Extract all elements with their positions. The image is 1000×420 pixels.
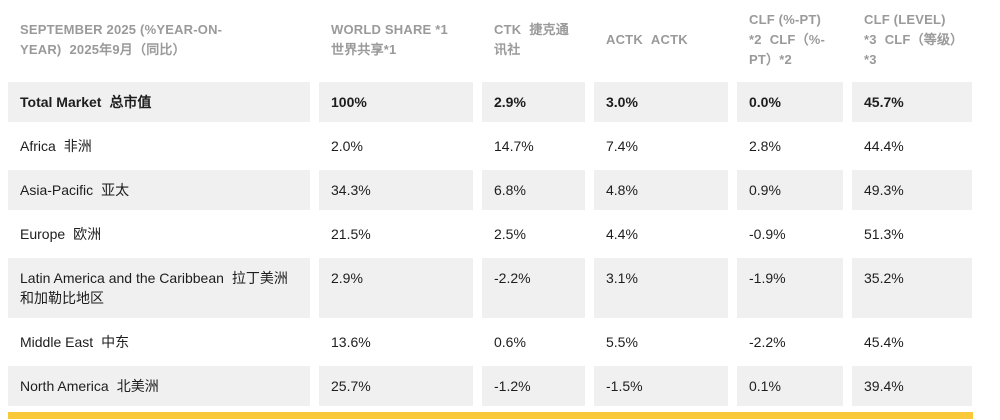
value-cell: 5.5% — [594, 322, 728, 362]
region-name-zh: 亚太 — [101, 182, 130, 198]
value-cell: 34.3% — [319, 170, 473, 210]
value-cell: 4.4% — [594, 214, 728, 254]
region-cell: Asia-Pacific 亚太 — [8, 170, 310, 210]
value-cell: 0.1% — [737, 366, 843, 406]
bottom-accent-bar — [8, 412, 973, 419]
col-header-world-share: WORLD SHARE *1 世界共享*1 — [319, 6, 473, 78]
col-header-ctk: CTK 捷克通讯社 — [482, 6, 585, 78]
value-cell: 25.7% — [319, 366, 473, 406]
value-cell: 4.8% — [594, 170, 728, 210]
col-header-world-share-zh: 世界共享*1 — [331, 42, 397, 57]
region-name-en: North America — [20, 378, 109, 394]
value-cell: 2.9% — [319, 258, 473, 318]
region-name-zh: 中东 — [101, 334, 130, 350]
value-cell: 39.4% — [852, 366, 972, 406]
page: SEPTEMBER 2025 (%YEAR-ON-YEAR) 2025年9月（同比… — [8, 6, 973, 406]
region-name-en: Asia-Pacific — [20, 182, 94, 198]
region-cell: Africa 非洲 — [8, 126, 310, 166]
value-cell: 21.5% — [319, 214, 473, 254]
region-name-zh: 拉丁美洲和加勒比地区 — [20, 270, 288, 306]
col-header-actk-zh: ACTK — [650, 32, 688, 47]
col-header-clf-pt-zh: CLF（%-PT）*2 — [749, 32, 826, 67]
col-header-actk-en: ACTK — [606, 32, 643, 47]
col-header-period-zh: 2025年9月（同比） — [69, 42, 186, 57]
value-cell: 13.6% — [319, 322, 473, 362]
value-cell: -2.2% — [482, 258, 585, 318]
value-cell: -1.5% — [594, 366, 728, 406]
value-cell: -1.9% — [737, 258, 843, 318]
col-header-clf-level-en: CLF (LEVEL) *3 — [864, 12, 946, 47]
region-name-en: Latin America and the Caribbean — [20, 270, 224, 286]
col-header-ctk-zh: 捷克通讯社 — [494, 22, 569, 57]
col-header-actk: ACTK ACTK — [594, 6, 728, 78]
col-header-period: SEPTEMBER 2025 (%YEAR-ON-YEAR) 2025年9月（同比… — [8, 6, 310, 78]
value-cell: 35.2% — [852, 258, 972, 318]
value-cell: -1.2% — [482, 366, 585, 406]
region-cell: Middle East 中东 — [8, 322, 310, 362]
value-cell: 0.9% — [737, 170, 843, 210]
value-cell: 100% — [319, 82, 473, 122]
col-header-world-share-en: WORLD SHARE *1 — [331, 22, 448, 37]
col-header-clf-level: CLF (LEVEL) *3 CLF（等级）*3 — [852, 6, 972, 78]
data-table: SEPTEMBER 2025 (%YEAR-ON-YEAR) 2025年9月（同比… — [8, 6, 973, 406]
value-cell: 7.4% — [594, 126, 728, 166]
col-header-clf-level-zh: CLF（等级）*3 — [864, 32, 957, 67]
region-cell: Europe 欧洲 — [8, 214, 310, 254]
value-cell: 3.0% — [594, 82, 728, 122]
value-cell: 45.4% — [852, 322, 972, 362]
value-cell: 45.7% — [852, 82, 972, 122]
value-cell: 0.0% — [737, 82, 843, 122]
region-name-zh: 总市值 — [109, 94, 152, 110]
col-header-clf-pt: CLF (%-PT) *2 CLF（%-PT）*2 — [737, 6, 843, 78]
region-name-zh: 欧洲 — [73, 226, 102, 242]
value-cell: 44.4% — [852, 126, 972, 166]
region-name-en: Middle East — [20, 334, 94, 350]
value-cell: 0.6% — [482, 322, 585, 362]
col-header-period-en: SEPTEMBER 2025 (%YEAR-ON-YEAR) — [20, 22, 223, 57]
region-name-zh: 北美洲 — [116, 378, 159, 394]
value-cell: -0.9% — [737, 214, 843, 254]
region-name-en: Total Market — [20, 94, 102, 110]
region-cell: Total Market 总市值 — [8, 82, 310, 122]
value-cell: 14.7% — [482, 126, 585, 166]
value-cell: 2.9% — [482, 82, 585, 122]
value-cell: 6.8% — [482, 170, 585, 210]
value-cell: 2.0% — [319, 126, 473, 166]
region-name-zh: 非洲 — [63, 138, 92, 154]
col-header-clf-pt-en: CLF (%-PT) *2 — [749, 12, 822, 47]
value-cell: 51.3% — [852, 214, 972, 254]
region-cell: Latin America and the Caribbean 拉丁美洲和加勒比地… — [8, 258, 310, 318]
value-cell: 2.8% — [737, 126, 843, 166]
value-cell: -2.2% — [737, 322, 843, 362]
region-name-en: Africa — [20, 138, 56, 154]
value-cell: 3.1% — [594, 258, 728, 318]
region-cell: North America 北美洲 — [8, 366, 310, 406]
region-name-en: Europe — [20, 226, 66, 242]
col-header-ctk-en: CTK — [494, 22, 522, 37]
value-cell: 2.5% — [482, 214, 585, 254]
value-cell: 49.3% — [852, 170, 972, 210]
